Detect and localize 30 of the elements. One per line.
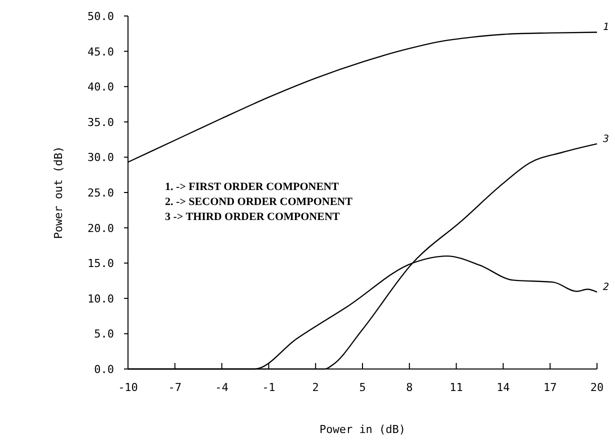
y-tick-label: 20.0 xyxy=(88,222,114,235)
y-tick-label: 0.0 xyxy=(94,363,114,376)
y-tick-label: 5.0 xyxy=(94,328,114,341)
y-tick-label: 35.0 xyxy=(88,116,114,129)
y-tick-label: 45.0 xyxy=(88,45,114,58)
annotation: 1. -> FIRST ORDER COMPONENT xyxy=(165,181,340,193)
y-tick-label: 10.0 xyxy=(88,292,114,306)
x-tick-label: 11 xyxy=(450,381,463,394)
x-tick-label: 20 xyxy=(590,381,604,394)
x-tick-label: 5 xyxy=(359,381,366,394)
y-tick-label: 15.0 xyxy=(88,257,114,270)
y-tick-label: 30.0 xyxy=(88,151,114,164)
x-tick-label: -4 xyxy=(215,381,229,394)
annotation: 2. -> SECOND ORDER COMPONENT xyxy=(165,196,354,208)
x-axis-title: Power in (dB) xyxy=(319,423,406,436)
y-tick-label: 40.0 xyxy=(88,80,114,94)
annotation: 3 -> THIRD ORDER COMPONENT xyxy=(165,211,340,223)
x-tick-label: 2 xyxy=(312,381,319,394)
series-label: 1 xyxy=(603,22,610,34)
x-tick-label: -10 xyxy=(118,381,138,394)
x-tick-label: -7 xyxy=(168,381,182,394)
x-tick-label: -1 xyxy=(262,381,276,394)
y-axis-title: Power out (dB) xyxy=(52,146,65,239)
y-tick-label: 25.0 xyxy=(88,186,114,200)
x-tick-label: 17 xyxy=(543,381,557,394)
series-label: 3 xyxy=(602,134,610,145)
series-label: 2 xyxy=(603,282,610,294)
x-tick-label: 8 xyxy=(406,381,413,394)
y-tick-label: 50.0 xyxy=(88,10,114,23)
x-tick-label: 14 xyxy=(496,381,510,394)
